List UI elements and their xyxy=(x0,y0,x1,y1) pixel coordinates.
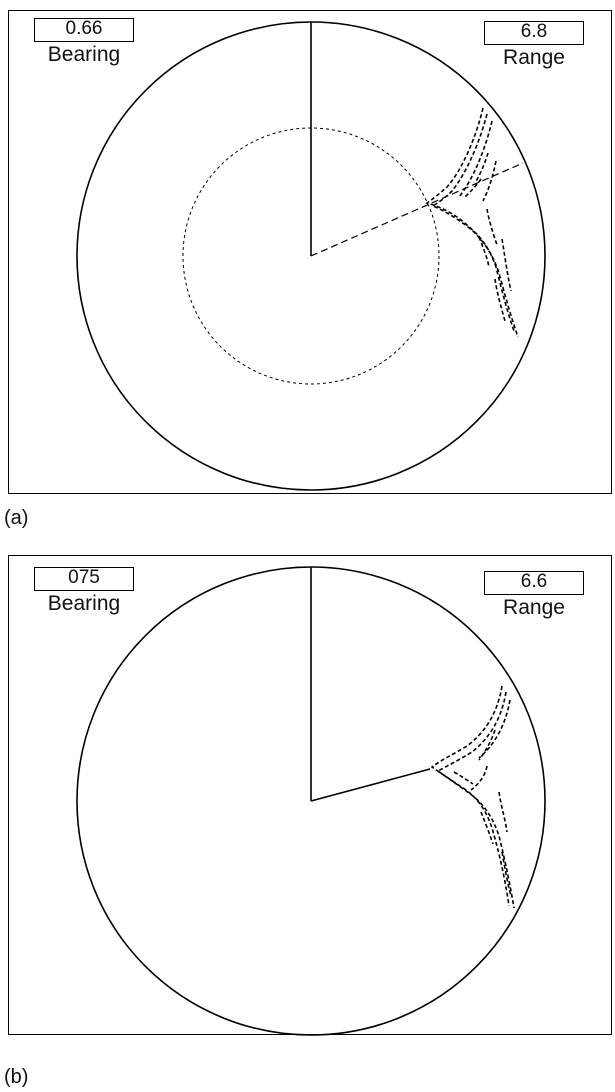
coastline-echo xyxy=(425,107,519,338)
range-label: Range xyxy=(503,46,565,69)
bearing-readout: 075 Bearing xyxy=(34,567,134,616)
radar-display-b: 075 Bearing 6.6 Range xyxy=(8,555,612,1036)
caption-b: (b) xyxy=(4,1066,29,1088)
coastline-echo xyxy=(430,685,515,909)
range-readout: 6.6 Range xyxy=(484,571,584,620)
caption-a: (a) xyxy=(4,507,29,529)
bearing-readout: 0.66 Bearing xyxy=(34,18,134,67)
range-value: 6.8 xyxy=(484,21,584,45)
electronic-bearing-line xyxy=(310,768,431,802)
bearing-label: Bearing xyxy=(47,592,121,615)
bearing-value: 075 xyxy=(34,567,134,591)
radar-screen-b xyxy=(76,566,546,1036)
bearing-value: 0.66 xyxy=(34,18,134,42)
radar-screen-a xyxy=(76,21,546,491)
electronic-bearing-line xyxy=(310,162,524,257)
range-value: 6.6 xyxy=(484,571,584,595)
bearing-label: Bearing xyxy=(47,43,121,66)
radar-display-a: 0.66 Bearing 6.8 Range xyxy=(8,10,612,494)
range-readout: 6.8 Range xyxy=(484,21,584,70)
range-label: Range xyxy=(503,596,565,619)
